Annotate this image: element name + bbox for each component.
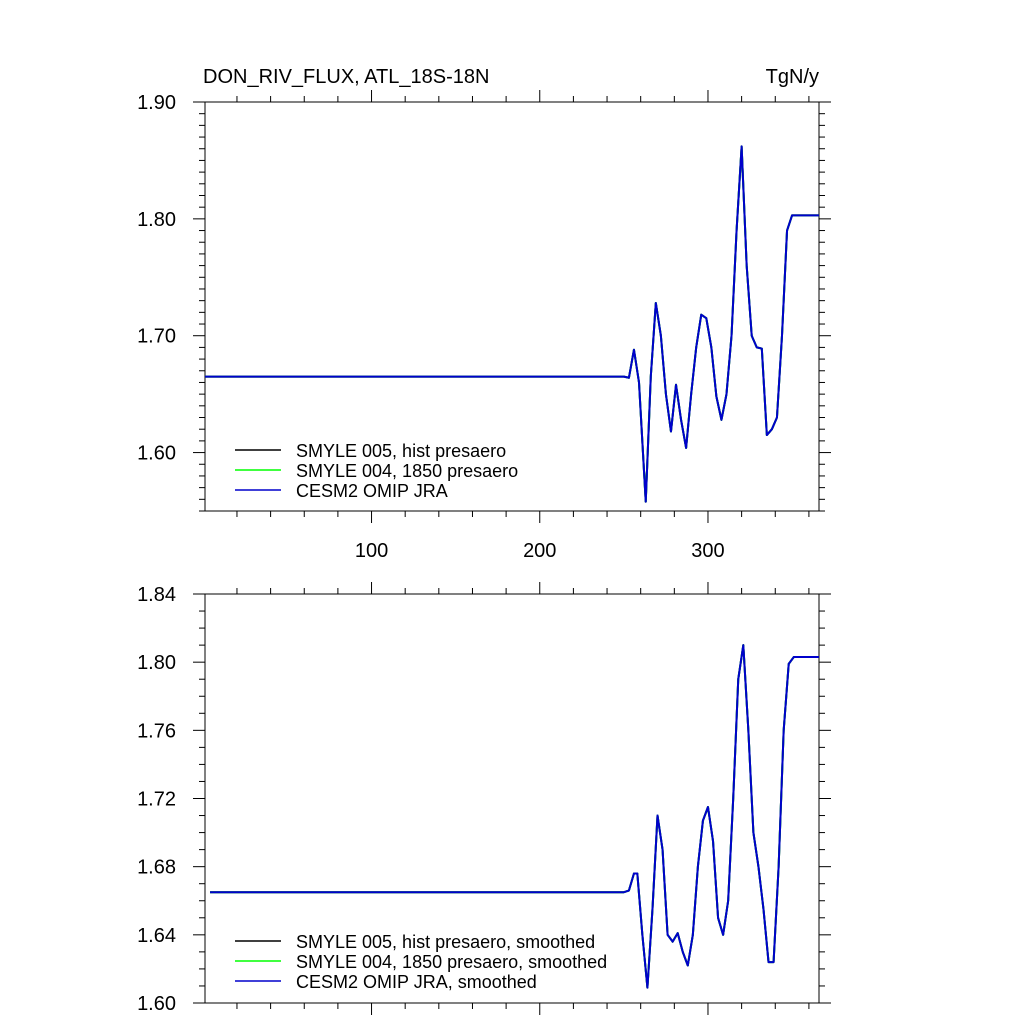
y-tick-label: 1.84 — [137, 584, 176, 606]
y-tick-label: 1.64 — [137, 925, 176, 947]
legend-label: SMYLE 004, 1850 presaero — [296, 461, 518, 481]
y-tick-label: 1.60 — [137, 993, 176, 1015]
bottom-panel: 1.60 1.64 1.68 1.72 1.76 1.80 1.84 SMYLE 005, h… — [137, 582, 831, 1015]
y-tick-label: 1.80 — [137, 652, 176, 674]
legend-label: CESM2 OMIP JRA, smoothed — [296, 972, 537, 992]
y-tick-label: 1.70 — [137, 326, 176, 348]
legend-label: SMYLE 005, hist presaero — [296, 441, 506, 461]
y-tick-label: 1.76 — [137, 720, 176, 742]
y-tick-label: 1.68 — [137, 857, 176, 879]
legend-label: SMYLE 005, hist presaero, smoothed — [296, 932, 595, 952]
y-tick-label: 1.90 — [137, 92, 176, 114]
x-tick-label: 100 — [355, 540, 388, 562]
legend-label: SMYLE 004, 1850 presaero, smoothed — [296, 952, 607, 972]
series-line-3 — [210, 644, 819, 989]
series-line-3 — [205, 145, 819, 503]
plot-frame — [204, 101, 820, 512]
y-tick-label: 1.80 — [137, 209, 176, 231]
units-label: TgN/y — [766, 66, 819, 88]
x-tick-label: 200 — [523, 540, 556, 562]
chart-title: DON_RIV_FLUX, ATL_18S-18N — [203, 66, 489, 88]
y-tick-label: 1.60 — [137, 443, 176, 465]
y-tick-label: 1.72 — [137, 789, 176, 811]
top-panel: 100 200 300 1.60 1.70 1.80 1.90 SMYLE 005, hist… — [137, 90, 831, 562]
x-tick-label: 300 — [691, 540, 724, 562]
legend-label: CESM2 OMIP JRA — [296, 481, 448, 501]
